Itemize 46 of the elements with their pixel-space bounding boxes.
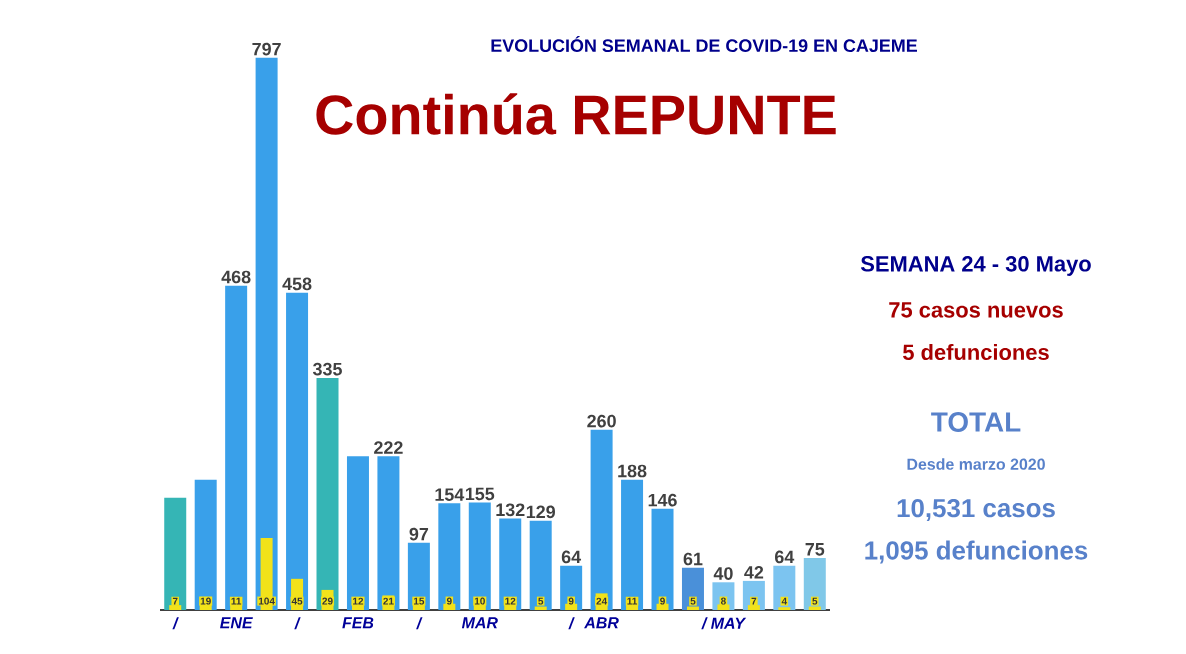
bar: [803, 558, 826, 610]
bar: [621, 479, 644, 610]
data-label: 64: [775, 550, 795, 564]
text: 5 defunciones: [903, 343, 1049, 361]
data-label: 64: [561, 550, 582, 564]
bar: [407, 542, 430, 610]
data-label: 40: [713, 567, 733, 580]
text: SEMANA 24 - 30 Mayo: [860, 256, 1091, 276]
bar: [194, 479, 217, 610]
data-label: 75: [805, 543, 825, 556]
chart-subtitle: EVOLUCIÓN SEMANAL DE COVID-19 EN CAJEME: [491, 35, 917, 53]
data-label: 260: [587, 414, 616, 428]
data-label: 335: [312, 362, 342, 376]
data-label: 222: [374, 441, 403, 454]
bar: [773, 565, 796, 610]
bar: [529, 520, 552, 610]
text: TOTAL: [931, 412, 1021, 432]
bar: [164, 497, 187, 610]
data-label: 458: [282, 277, 312, 291]
text: Continúa REPUNTE: [316, 93, 836, 135]
bar: [346, 456, 369, 610]
data-label: 129: [526, 505, 555, 519]
data-label: 797: [252, 42, 281, 56]
bar: [681, 567, 704, 610]
data-label: 154: [435, 488, 465, 501]
bar: [316, 377, 339, 610]
text: 10,531 casos: [897, 498, 1055, 522]
data-label: 42: [744, 565, 764, 579]
bar: [651, 508, 674, 610]
bar: [499, 518, 522, 610]
data-label: 468: [221, 270, 251, 284]
data-label: 61: [683, 552, 703, 566]
bar: [590, 429, 613, 610]
text: 1,095 defunciones: [865, 540, 1088, 564]
bar: [468, 502, 491, 610]
bar: [377, 456, 400, 610]
data-label: 146: [648, 493, 677, 507]
bar: [286, 292, 309, 610]
data-label: 188: [618, 464, 647, 478]
bar: [438, 503, 461, 610]
data-label: 97: [409, 527, 429, 541]
data-label: 155: [465, 487, 495, 501]
bar: [255, 57, 278, 610]
text: 75 casos nuevos: [889, 302, 1063, 318]
data-label: 132: [496, 503, 525, 517]
bar: [225, 285, 248, 610]
